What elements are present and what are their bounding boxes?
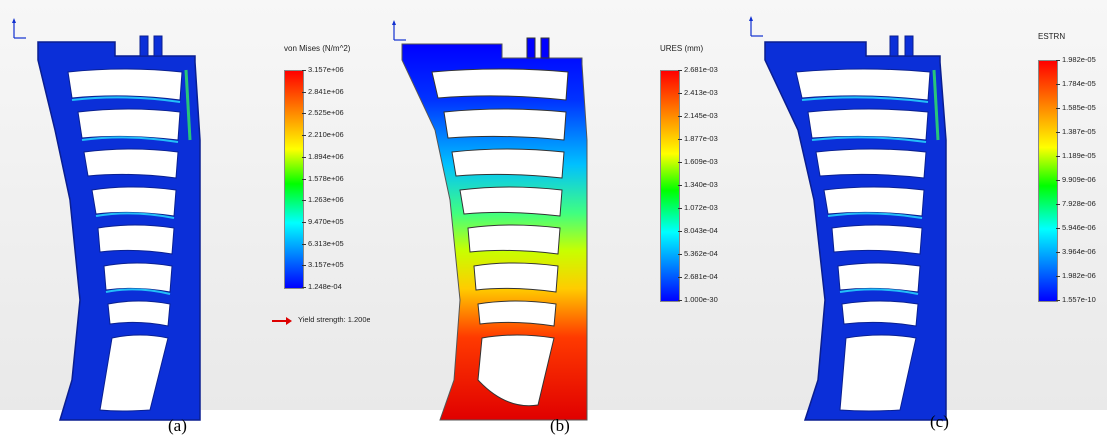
legend-tick-label: 3.157e+06 xyxy=(302,65,344,74)
legend-tick-label: 1.000e-30 xyxy=(678,295,718,304)
fin-part-displacement-plot xyxy=(401,37,588,421)
legend-tick-label: 5.362e-04 xyxy=(678,249,718,258)
legend-tick-label: 6.313e+05 xyxy=(302,238,344,248)
legend-tick-label: 2.841e+06 xyxy=(302,86,344,96)
legend-tick-label: 9.909e-06 xyxy=(1056,175,1096,184)
legend-tick-label: 2.681e-04 xyxy=(678,272,718,281)
legend-tick-label: 1.894e+06 xyxy=(302,151,344,161)
legend-tick-label: 5.946e-06 xyxy=(1056,223,1096,232)
legend-tick-label: 1.387e-05 xyxy=(1056,127,1096,136)
panel-b: URES (mm) (b) 2.681e-03 2.413e-03 2.145e-0… xyxy=(370,0,740,437)
legend-tick-label: 1.072e-03 xyxy=(678,203,718,212)
fin-part-strain-plot xyxy=(764,35,947,421)
axis-triad-icon xyxy=(12,18,26,39)
legend-tick-label: 1.557e-10 xyxy=(1056,295,1096,304)
legend-tick-label: 7.928e-06 xyxy=(1056,199,1096,208)
axis-triad-icon xyxy=(749,16,763,37)
legend-tick-label: 2.413e-03 xyxy=(678,88,718,97)
legend-tick-label: 1.784e-05 xyxy=(1056,79,1096,88)
caption-a: (a) xyxy=(168,416,187,435)
legend-tick-label: 1.248e-04 xyxy=(302,282,342,291)
legend-tick-label: 2.145e-03 xyxy=(678,111,718,120)
legend-tick-label: 1.578e+06 xyxy=(302,173,344,183)
legend-tick-label: 1.877e-03 xyxy=(678,134,718,143)
yield-arrow-icon xyxy=(272,317,292,325)
legend-title: ESTRN xyxy=(1038,32,1066,41)
legend-tick-label: 8.043e-04 xyxy=(678,226,718,235)
legend-title: von Mises (N/m^2) xyxy=(284,44,351,53)
axis-triad-icon xyxy=(392,20,406,41)
legend-tick-label: 3.964e-06 xyxy=(1056,247,1096,256)
legend-tick-label: 3.157e+05 xyxy=(302,260,344,270)
yield-strength-label: Yield strength: 1.200e+08 xyxy=(298,315,370,324)
caption-c: (c) xyxy=(930,412,949,431)
legend-tick-label: 1.982e-05 xyxy=(1056,55,1096,64)
legend-tick-label: 1.982e-06 xyxy=(1056,271,1096,280)
legend-tick-label: 1.585e-05 xyxy=(1056,103,1096,112)
color-scale-bar xyxy=(660,70,680,302)
caption-b: (b) xyxy=(550,416,570,435)
legend-tick-label: 2.681e-03 xyxy=(678,65,718,74)
legend-tick-label: 9.470e+05 xyxy=(302,216,344,226)
legend-title: URES (mm) xyxy=(660,44,704,53)
legend-tick-label: 1.609e-03 xyxy=(678,157,718,166)
legend-tick-label: 1.263e+06 xyxy=(302,195,344,205)
panel-a: von Mises (N/m^2) Yield strength: 1.200e… xyxy=(0,0,370,437)
panel-c: ESTRN (c) 1.982e-05 1.784e-05 1.585e-05 1.3… xyxy=(740,0,1107,437)
color-scale-bar xyxy=(284,70,304,289)
legend-tick-label: 2.210e+06 xyxy=(302,130,344,140)
legend-tick-label: 2.525e+06 xyxy=(302,108,344,118)
color-scale-bar xyxy=(1038,60,1058,302)
legend-tick-label: 1.189e-05 xyxy=(1056,151,1096,160)
legend-tick-label: 1.340e-03 xyxy=(678,180,718,189)
fin-part-stress-plot xyxy=(37,35,201,421)
